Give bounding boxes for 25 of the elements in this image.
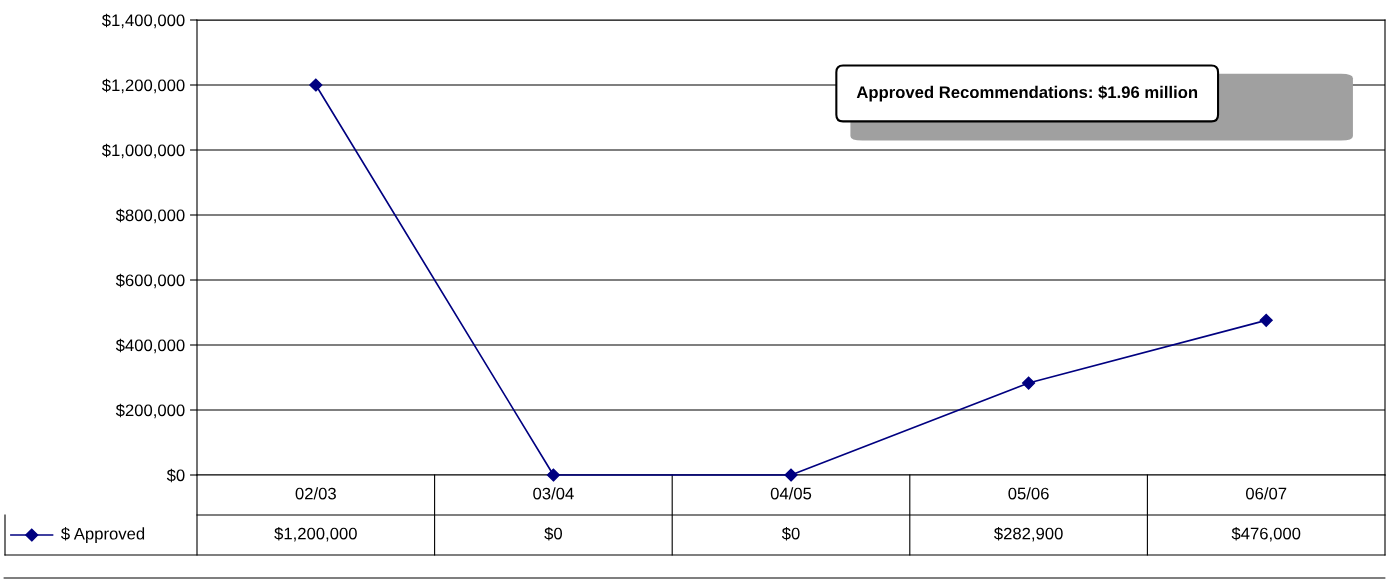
x-tick-label: 02/03: [295, 487, 336, 500]
data-label: $1,200,000: [274, 526, 357, 542]
point: [1022, 376, 1036, 390]
point: [309, 78, 323, 92]
y-tick-label: $0: [166, 468, 185, 483]
data-label: $0: [781, 526, 800, 541]
x-tick-label: 06/07: [1246, 487, 1287, 500]
y-tick-label: $400,000: [115, 338, 185, 354]
data-label: $0: [544, 526, 563, 541]
point: [546, 468, 560, 482]
y-tick-label: $1,200,000: [101, 78, 185, 94]
y-tick-label: $1,400,000: [101, 13, 185, 29]
x-tick-label: 03/04: [533, 487, 574, 500]
point: [1259, 313, 1273, 327]
y-tick-label: $800,000: [115, 208, 185, 224]
data-label: $476,000: [1231, 526, 1301, 542]
y-tick-label: $1,000,000: [101, 143, 185, 159]
data-label: $282,900: [994, 526, 1063, 542]
x-tick-label: 05/06: [1008, 487, 1049, 500]
y-tick-label: $200,000: [115, 403, 185, 419]
legend-label: $ Approved: [61, 527, 145, 543]
y-tick-label: $600,000: [115, 273, 185, 289]
point: [784, 468, 798, 482]
annotation: Approved Recommendations: $1.96 million: [856, 85, 1198, 102]
x-tick-label: 04/05: [770, 487, 812, 500]
